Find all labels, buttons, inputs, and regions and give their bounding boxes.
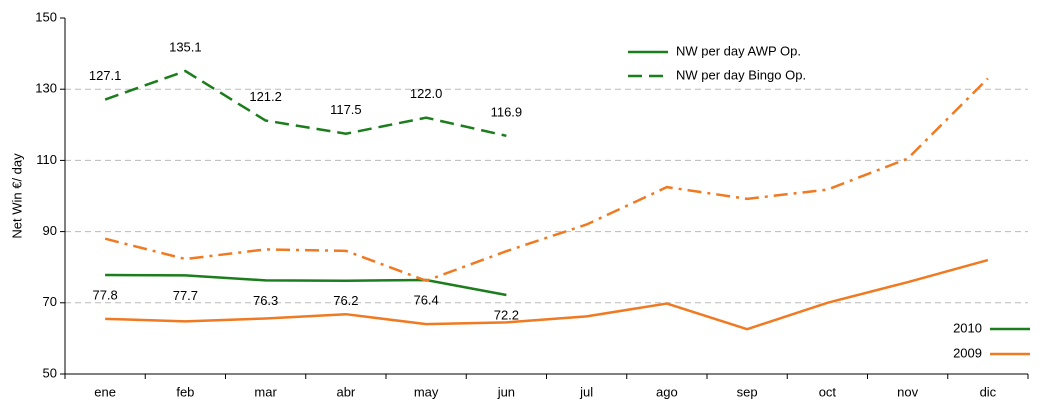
x-tick-label: jul	[579, 384, 593, 399]
data-label: 116.9	[491, 104, 523, 119]
x-tick-label: abr	[336, 384, 355, 399]
series-line	[105, 273, 507, 297]
data-label: 77.7	[173, 288, 198, 303]
data-label: 76.3	[253, 293, 278, 308]
x-tick-label: oct	[819, 384, 837, 399]
y-axis-label: Net Win €/ day	[9, 153, 24, 239]
series-line	[105, 258, 989, 331]
x-tick-label: may	[414, 384, 439, 399]
data-label: 76.4	[413, 292, 438, 307]
y-tick-label: 50	[43, 365, 57, 380]
y-tick-label: 150	[35, 9, 57, 24]
data-label: 127.1	[89, 68, 122, 83]
data-label: 76.2	[333, 293, 358, 308]
data-label: 135.1	[169, 39, 202, 54]
data-label: 77.8	[92, 287, 117, 302]
x-tick-label: ago	[656, 384, 678, 399]
legend-label: 2009	[953, 345, 982, 360]
data-label: 122.0	[410, 86, 443, 101]
x-tick-label: feb	[176, 384, 194, 399]
data-label: 117.5	[330, 102, 362, 117]
x-tick-label: dic	[980, 384, 997, 399]
legend-label: 2010	[953, 320, 982, 335]
series-line	[104, 77, 989, 283]
data-label: 72.2	[494, 307, 519, 322]
legend-label: NW per day AWP Op.	[676, 43, 801, 58]
x-tick-label: mar	[254, 384, 277, 399]
series-line	[104, 69, 507, 138]
y-tick-label: 130	[35, 81, 57, 96]
y-tick-label: 110	[36, 152, 57, 167]
x-tick-label: jun	[497, 384, 515, 399]
x-tick-label: sep	[737, 384, 758, 399]
x-tick-label: nov	[897, 384, 918, 399]
y-tick-label: 90	[43, 223, 57, 238]
y-tick-label: 70	[43, 294, 57, 309]
data-label: 121.2	[249, 89, 282, 104]
x-tick-label: ene	[94, 384, 116, 399]
legend-label: NW per day Bingo Op.	[676, 67, 806, 82]
